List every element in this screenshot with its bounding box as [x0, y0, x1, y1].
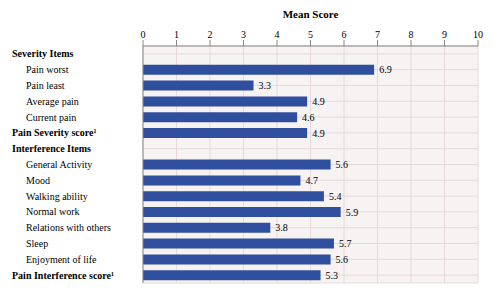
svg-text:9: 9: [442, 29, 447, 40]
svg-text:3.3: 3.3: [259, 80, 272, 91]
svg-text:Average pain: Average pain: [26, 96, 79, 107]
svg-text:Normal work: Normal work: [26, 206, 80, 217]
svg-text:Current pain: Current pain: [26, 112, 76, 123]
svg-text:Walking ability: Walking ability: [26, 191, 88, 202]
svg-text:4.6: 4.6: [302, 112, 315, 123]
svg-text:3.8: 3.8: [275, 222, 288, 233]
svg-text:Pain worst: Pain worst: [26, 64, 69, 75]
svg-text:4.7: 4.7: [305, 175, 318, 186]
svg-text:Pain least: Pain least: [26, 80, 65, 91]
svg-text:10: 10: [473, 29, 483, 40]
svg-text:2: 2: [208, 29, 213, 40]
svg-text:Mean Score: Mean Score: [283, 8, 339, 20]
svg-text:Enjoyment of life: Enjoyment of life: [26, 254, 97, 265]
svg-text:General Activity: General Activity: [26, 159, 92, 170]
svg-text:3: 3: [241, 29, 246, 40]
svg-text:5.3: 5.3: [326, 270, 339, 281]
svg-text:Interference Items: Interference Items: [12, 143, 91, 154]
svg-text:5.6: 5.6: [336, 254, 349, 265]
svg-text:6.9: 6.9: [379, 64, 392, 75]
svg-text:1: 1: [174, 29, 179, 40]
svg-text:5: 5: [308, 29, 313, 40]
svg-text:Sleep: Sleep: [26, 238, 48, 249]
svg-text:4: 4: [275, 29, 280, 40]
svg-text:5.4: 5.4: [329, 191, 342, 202]
svg-text:5.7: 5.7: [339, 238, 352, 249]
svg-text:Pain Severity score¹: Pain Severity score¹: [12, 127, 96, 138]
svg-text:Mood: Mood: [26, 175, 50, 186]
svg-text:0: 0: [141, 29, 146, 40]
svg-text:7: 7: [375, 29, 380, 40]
svg-text:5.6: 5.6: [336, 159, 349, 170]
svg-text:5.9: 5.9: [346, 207, 359, 218]
svg-text:4.9: 4.9: [312, 128, 325, 139]
svg-text:Relations with others: Relations with others: [26, 222, 111, 233]
svg-text:8: 8: [409, 29, 414, 40]
svg-text:6: 6: [342, 29, 347, 40]
svg-text:Pain Interference score¹: Pain Interference score¹: [12, 270, 114, 281]
svg-text:Severity Items: Severity Items: [12, 48, 73, 59]
svg-text:4.9: 4.9: [312, 96, 325, 107]
